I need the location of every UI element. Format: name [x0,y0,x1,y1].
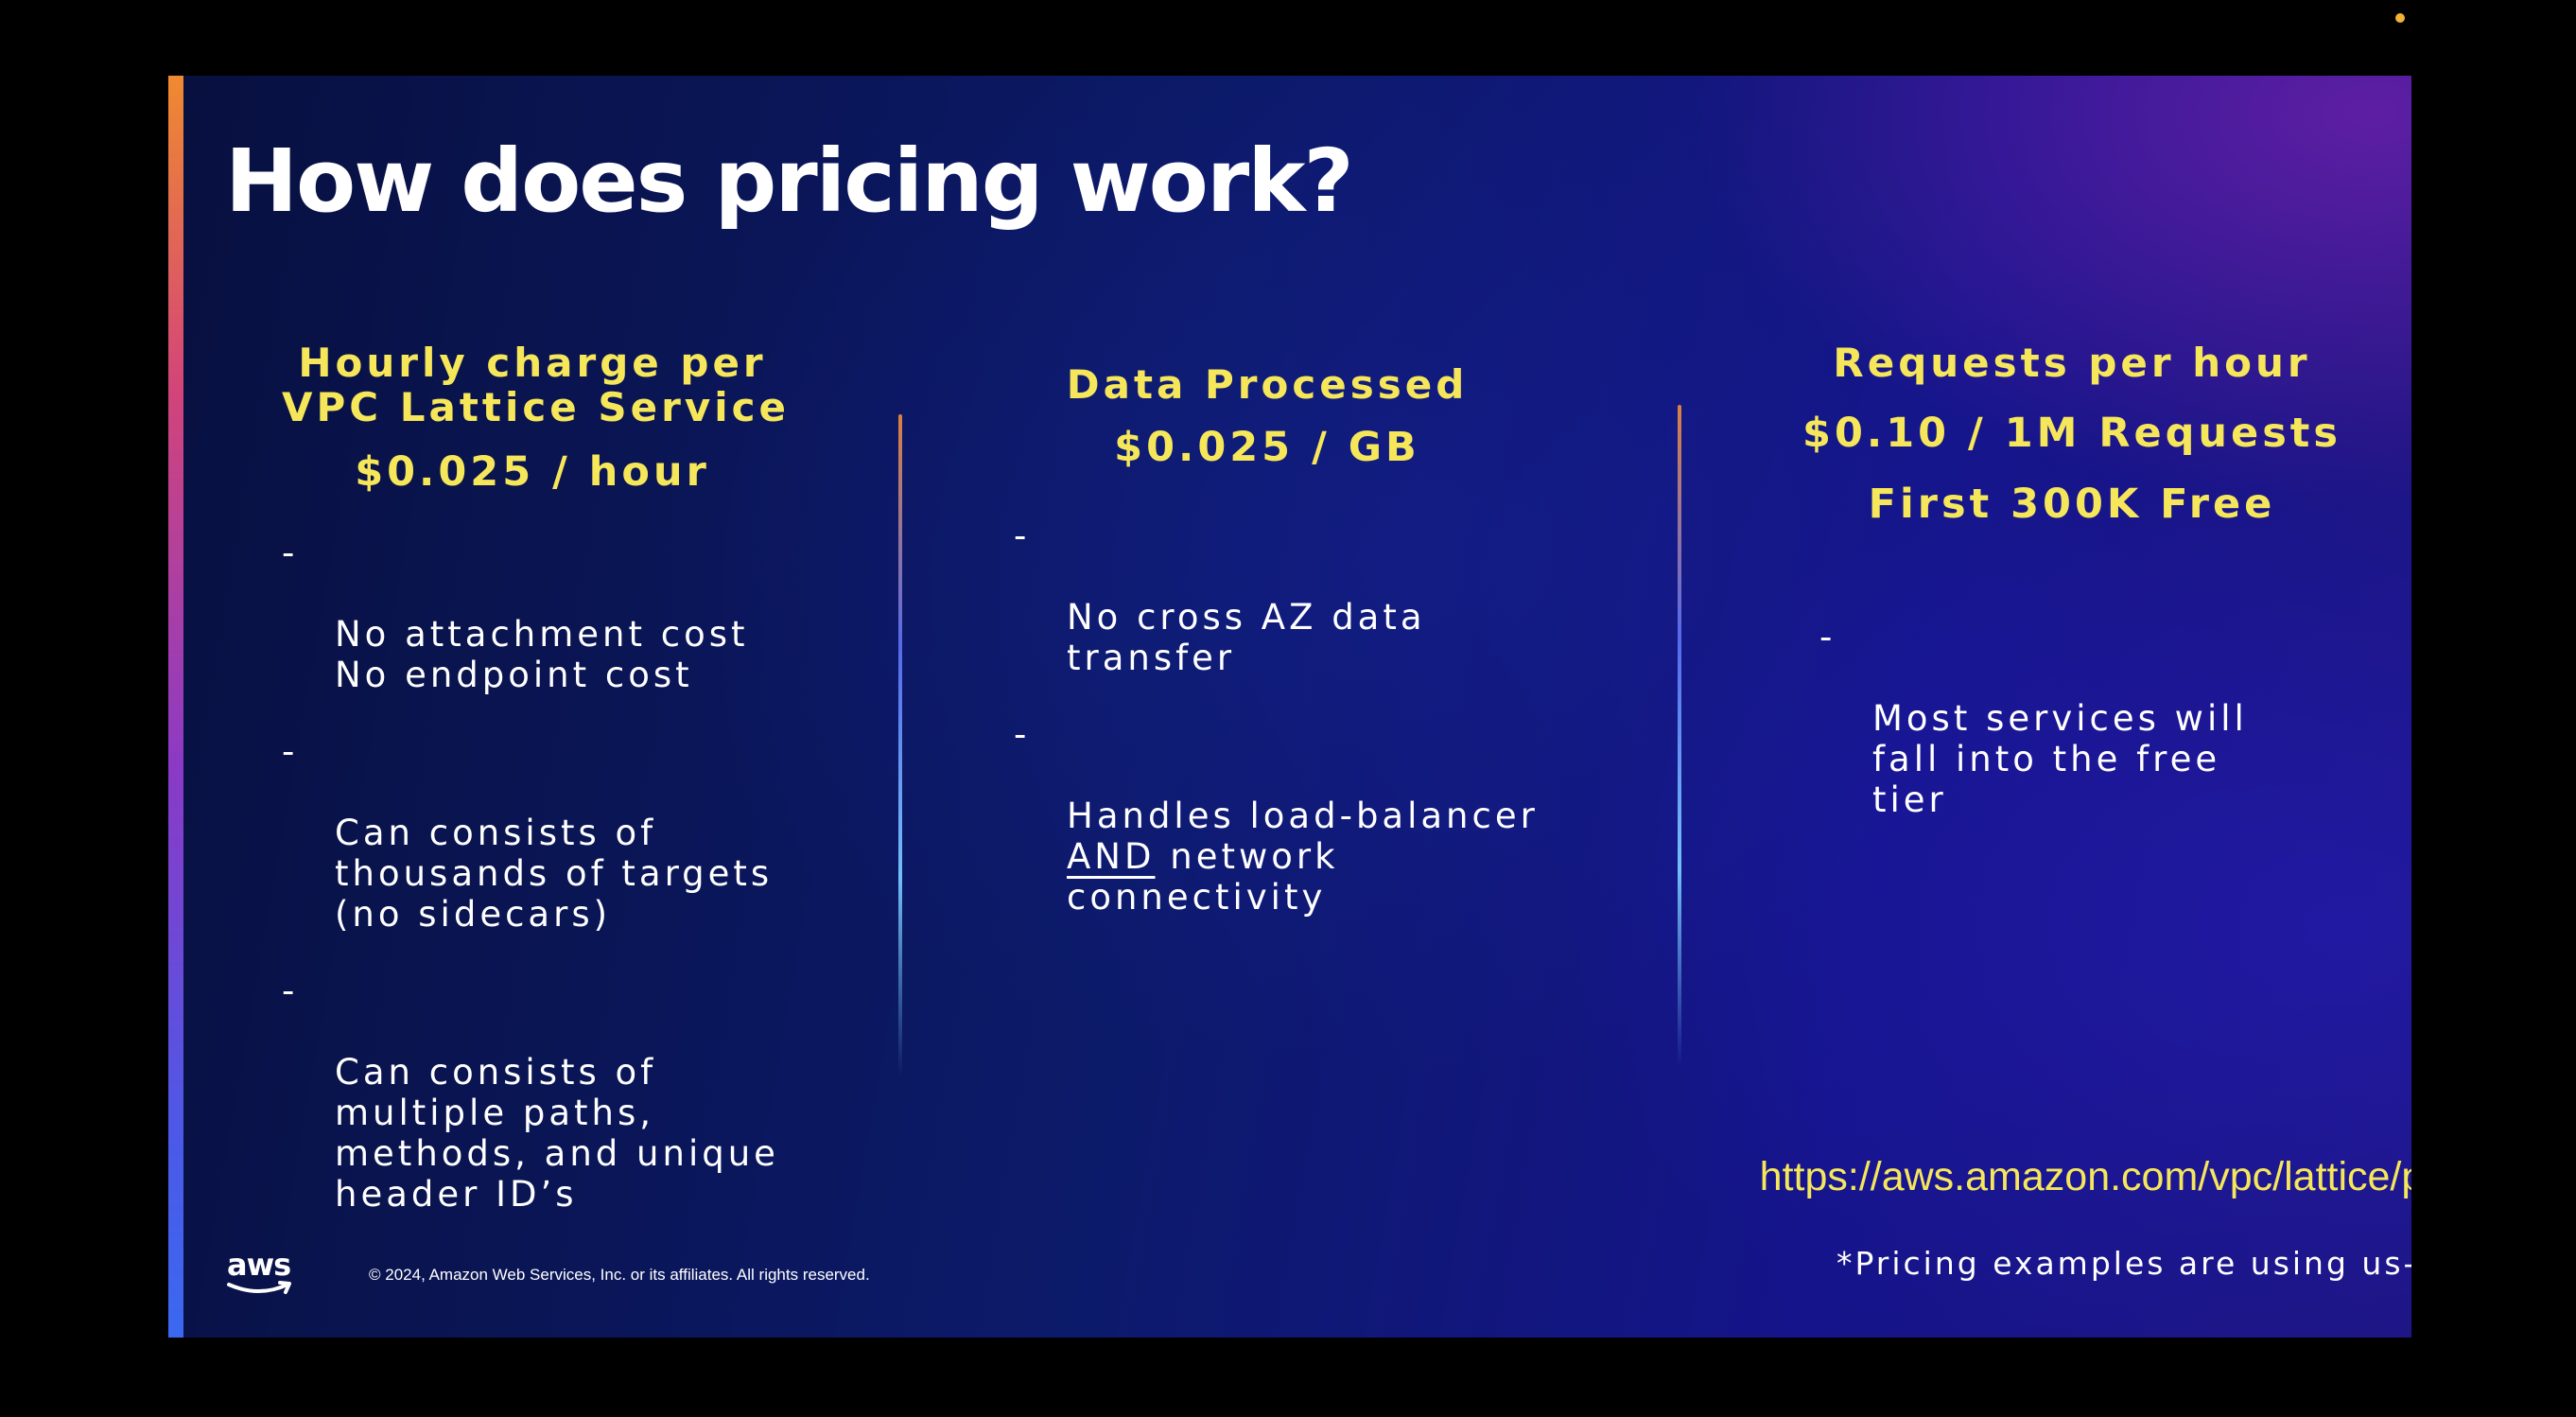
bullet-dash: - [282,971,299,1011]
heading-line: Data Processed [1066,361,1469,408]
bullet-text-tail: network connectivity [1067,836,1339,918]
column-heading: Requests per hour $0.10 / 1M Requests Fi… [1793,341,2351,527]
price-line: $0.025 / hour [355,448,710,496]
price-line: $0.10 / 1M Requests [1802,410,2341,457]
aws-smile-logo-icon: aws [227,1247,291,1294]
column-divider [1678,405,1681,1067]
bullet-dash: - [1014,516,1031,556]
bullet-text-lead: Handles load-balancer [1067,796,1539,836]
column-heading: Hourly charge per VPC Lattice Service $0… [282,340,790,496]
slide-title: How does pricing work? [225,131,1354,232]
bullet-text: Can consists of thousands of targets (no… [335,813,774,935]
bullet-item: - No cross AZ data transfer [1014,516,1789,678]
heading-line: Requests per hour [1833,340,2311,386]
bullet-text: Most services will fall into the free ti… [1872,698,2248,820]
bullet-item: - Can consists of thousands of targets (… [282,731,887,935]
bullet-text: Handles load-balancer AND network connec… [1067,796,1539,918]
accent-gradient-bar [168,76,183,1338]
price-line: $0.025 / GB [1114,424,1420,471]
bullet-dash: - [282,533,299,573]
emphasis-word: AND [1067,836,1156,877]
pricing-page-link[interactable]: https://aws.amazon.com/vpc/lattice/prici… [1759,1154,2411,1199]
column-heading: Data Processed $0.025 / GB [1014,362,1521,470]
bullet-item: - Can consists of multiple paths, method… [282,971,887,1215]
status-indicator-dot [2395,13,2405,23]
pricing-column-hourly: Hourly charge per VPC Lattice Service $0… [282,341,887,1215]
copyright-notice: © 2024, Amazon Web Services, Inc. or its… [369,1266,870,1284]
bullet-text: No cross AZ data transfer [1067,597,1426,678]
bullet-text: Can consists of multiple paths, methods,… [335,1052,779,1215]
pricing-region-note: *Pricing examples are using us-east-1 [1836,1245,2411,1282]
bullet-dash: - [1014,714,1031,755]
bullet-list: - No attachment cost No endpoint cost - … [282,533,887,1215]
heading-line: VPC Lattice Service [282,384,790,430]
free-tier-line: First 300K Free [1868,481,2276,528]
bullet-item: - Most services will fall into the free … [1819,617,2379,820]
bullet-dash: - [1819,617,1836,657]
logo-wordmark: aws [227,1247,290,1283]
aws-logo-icon: aws [225,1245,295,1302]
heading-line: Hourly charge per [298,340,767,386]
bullet-item: - No attachment cost No endpoint cost [282,533,887,695]
bullet-text: No attachment cost No endpoint cost [335,614,749,695]
pricing-column-requests: Requests per hour $0.10 / 1M Requests Fi… [1793,341,2379,820]
column-divider [898,414,902,1076]
bullet-list: - Most services will fall into the free … [1819,617,2379,820]
presentation-slide: How does pricing work? Hourly charge per… [168,76,2411,1338]
bullet-item: - Handles load-balancer AND network conn… [1014,714,1789,918]
bullet-list: - No cross AZ data transfer - Handles lo… [1014,516,1789,918]
bullet-dash: - [282,731,299,772]
pricing-column-data: Data Processed $0.025 / GB - No cross AZ… [1014,362,1789,918]
